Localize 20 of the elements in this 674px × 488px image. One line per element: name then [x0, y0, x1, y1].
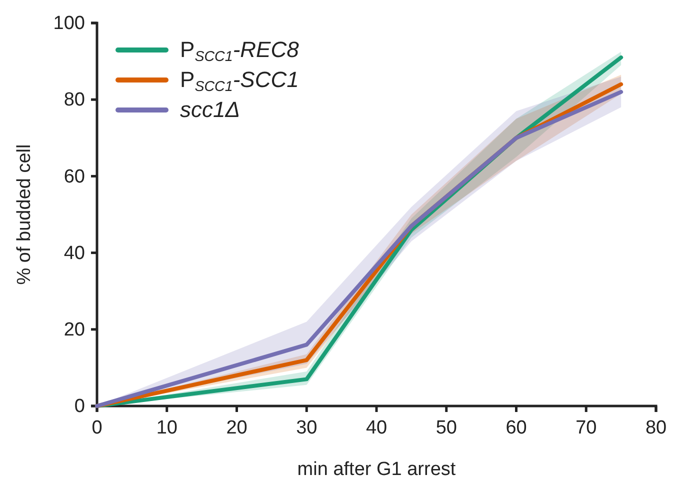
x-tick-label: 50 — [436, 417, 457, 438]
y-tick-label: 80 — [64, 90, 85, 111]
legend-label: scc1Δ — [180, 97, 240, 122]
x-axis-title: min after G1 arrest — [297, 459, 456, 480]
y-tick-label: 100 — [53, 13, 85, 34]
y-axis-title: % of budded cell — [14, 144, 35, 285]
x-tick-label: 20 — [226, 417, 248, 438]
x-tick-label: 80 — [645, 417, 667, 438]
y-tick-label: 0 — [74, 396, 85, 418]
y-tick-label: 20 — [64, 319, 85, 340]
legend-label: P$_{SCC1}$-SCC1 — [180, 67, 299, 96]
x-tick-label: 30 — [296, 417, 318, 438]
x-tick-label: 10 — [156, 417, 178, 438]
y-tick-label: 40 — [64, 242, 85, 264]
x-tick-label: 40 — [366, 417, 388, 438]
x-tick-label: 60 — [506, 417, 527, 438]
y-tick-label: 60 — [64, 166, 85, 188]
x-tick-label: 0 — [92, 417, 102, 438]
x-tick-label: 70 — [576, 417, 597, 438]
legend-label: P$_{SCC1}$-REC8 — [180, 37, 300, 66]
